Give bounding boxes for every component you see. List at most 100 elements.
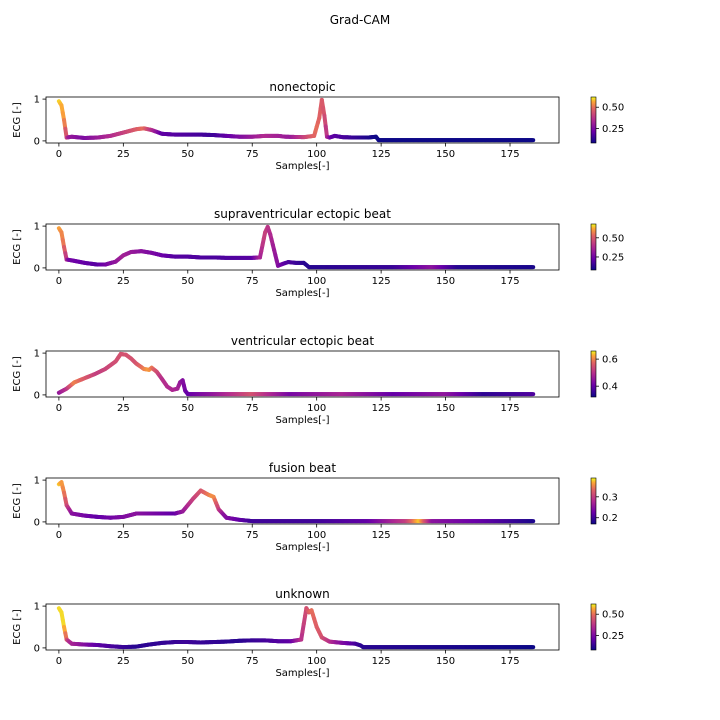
x-tick-label: 100 — [307, 530, 326, 541]
x-tick-label: 0 — [56, 656, 62, 667]
ecg-line — [56, 606, 536, 650]
x-tick-label: 100 — [307, 656, 326, 667]
x-tick-label: 25 — [117, 149, 130, 160]
x-tick-label: 125 — [372, 149, 391, 160]
y-axis-label: ECG [-] — [12, 229, 23, 265]
x-tick-label: 175 — [500, 403, 519, 414]
colorbar: 0.25 0.50 — [590, 603, 624, 651]
plot-frame — [45, 223, 560, 271]
x-axis-label: Samples[-] — [275, 542, 329, 553]
x-tick-label: 50 — [181, 530, 194, 541]
panel-3: ventricular ectopic beat 0 25 50 75 100 125 150… — [12, 334, 618, 426]
x-tick-label: 100 — [307, 403, 326, 414]
x-tick-label: 150 — [436, 149, 455, 160]
colorbar-tick-label: 0.6 — [602, 355, 618, 366]
x-tick-label: 25 — [117, 403, 130, 414]
x-tick-label: 175 — [500, 656, 519, 667]
x-tick-label: 0 — [56, 530, 62, 541]
panel-title: nonectopic — [269, 80, 335, 94]
x-tick-label: 75 — [246, 656, 259, 667]
ecg-line — [56, 351, 536, 397]
y-tick-label: 1 — [34, 349, 40, 360]
y-tick-label: 1 — [34, 222, 40, 233]
x-tick-label: 100 — [307, 276, 326, 287]
x-tick-label: 175 — [500, 149, 519, 160]
y-axis-label: ECG [-] — [12, 483, 23, 519]
x-tick-label: 150 — [436, 530, 455, 541]
x-tick-label: 0 — [56, 149, 62, 160]
x-axis-label: Samples[-] — [275, 415, 329, 426]
x-tick-label: 125 — [372, 403, 391, 414]
x-tick-label: 175 — [500, 530, 519, 541]
plot-frame — [45, 350, 560, 398]
x-tick-label: 125 — [372, 656, 391, 667]
colorbar-gradient — [590, 350, 597, 398]
x-tick-label: 75 — [246, 276, 259, 287]
panel-title: ventricular ectopic beat — [231, 334, 374, 348]
panel-1: nonectopic 0 25 50 75 100 125 150 175 0 1 Samples[-… — [12, 80, 624, 172]
colorbar-gradient — [590, 223, 597, 271]
plot-frame — [45, 96, 560, 144]
plot-frame — [45, 477, 560, 525]
y-axis-label: ECG [-] — [12, 102, 23, 138]
colorbar-gradient — [590, 603, 597, 651]
ecg-line — [56, 480, 536, 524]
x-axis-label: Samples[-] — [275, 288, 329, 299]
x-tick-label: 0 — [56, 276, 62, 287]
colorbar-tick-label: 0.25 — [602, 631, 624, 642]
colorbar-tick-label: 0.50 — [602, 103, 624, 114]
x-tick-label: 25 — [117, 276, 130, 287]
x-tick-label: 25 — [117, 656, 130, 667]
panel-title: fusion beat — [269, 461, 337, 475]
y-axis-label: ECG [-] — [12, 356, 23, 392]
colorbar-gradient — [590, 96, 597, 144]
colorbar-gradient — [590, 477, 597, 525]
y-tick-label: 0 — [34, 390, 40, 401]
y-tick-label: 0 — [34, 517, 40, 528]
colorbar: 0.25 0.50 — [590, 223, 624, 271]
colorbar-tick-label: 0.2 — [602, 513, 618, 524]
x-tick-label: 25 — [117, 530, 130, 541]
x-tick-label: 0 — [56, 403, 62, 414]
x-tick-label: 75 — [246, 530, 259, 541]
x-tick-label: 50 — [181, 403, 194, 414]
panel-5: unknown 0 25 50 75 100 125 150 175 0 1 Samples[-] EC… — [12, 587, 624, 679]
y-tick-label: 0 — [34, 263, 40, 274]
x-tick-label: 125 — [372, 530, 391, 541]
colorbar-tick-label: 0.50 — [602, 233, 624, 244]
y-axis-label: ECG [-] — [12, 609, 23, 645]
colorbar: 0.25 0.50 — [590, 96, 624, 144]
colorbar: 0.2 0.3 — [590, 477, 618, 525]
x-axis-label: Samples[-] — [275, 161, 329, 172]
x-tick-label: 100 — [307, 149, 326, 160]
plot-frame — [45, 603, 560, 651]
x-tick-label: 175 — [500, 276, 519, 287]
ecg-line — [56, 224, 536, 270]
colorbar-tick-label: 0.50 — [602, 610, 624, 621]
x-axis-label: Samples[-] — [275, 668, 329, 679]
figure-title: Grad-CAM — [330, 13, 390, 27]
x-tick-label: 50 — [181, 149, 194, 160]
colorbar: 0.4 0.6 — [590, 350, 618, 398]
colorbar-tick-label: 0.25 — [602, 252, 624, 263]
x-tick-label: 75 — [246, 403, 259, 414]
y-tick-label: 1 — [34, 476, 40, 487]
panel-title: unknown — [275, 587, 330, 601]
x-tick-label: 150 — [436, 656, 455, 667]
panel-4: fusion beat 0 25 50 75 100 125 150 175 0 1 Samples[… — [12, 461, 618, 553]
x-tick-label: 50 — [181, 276, 194, 287]
colorbar-tick-label: 0.25 — [602, 124, 624, 135]
x-tick-label: 125 — [372, 276, 391, 287]
panel-2: supraventricular ectopic beat 0 25 50 75 100 1… — [12, 207, 624, 299]
y-tick-label: 1 — [34, 602, 40, 613]
x-tick-label: 75 — [246, 149, 259, 160]
colorbar-tick-label: 0.4 — [602, 382, 618, 393]
ecg-line — [56, 97, 536, 143]
panel-title: supraventricular ectopic beat — [214, 207, 391, 221]
y-tick-label: 1 — [34, 95, 40, 106]
colorbar-tick-label: 0.3 — [602, 492, 618, 503]
x-tick-label: 150 — [436, 276, 455, 287]
x-tick-label: 150 — [436, 403, 455, 414]
